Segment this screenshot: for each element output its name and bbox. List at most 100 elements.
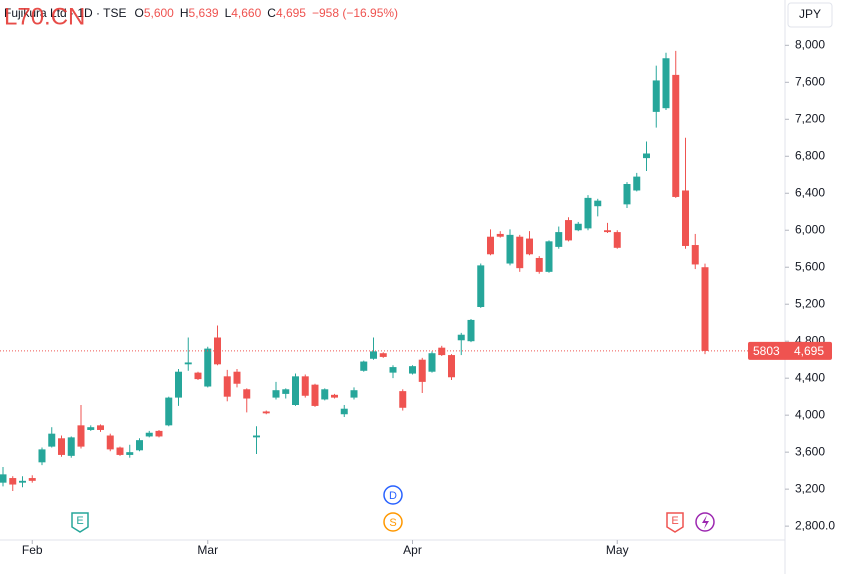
candle-body <box>321 389 329 400</box>
candle-body <box>253 435 260 438</box>
y-tick-label: 3,600 <box>795 444 825 458</box>
candle-body <box>691 245 699 265</box>
candle-body <box>87 427 95 430</box>
candle-body <box>175 371 182 398</box>
candle-body <box>214 337 221 365</box>
candle-body <box>223 376 231 397</box>
candle-body <box>526 238 533 255</box>
candle-body <box>292 376 299 405</box>
y-tick-label: 7,600 <box>795 74 825 88</box>
candle-body <box>565 220 572 241</box>
ohlc-value: 4,695 <box>276 6 306 20</box>
y-tick-label: 6,400 <box>795 185 825 199</box>
candle-body <box>194 372 202 380</box>
candle-body <box>379 353 387 357</box>
event-markers: E D S E <box>71 485 715 533</box>
y-tick-label: 4,000 <box>795 407 825 421</box>
header: Fujikura Ltd · 1D · TSE O 5,600 H 5,639 L 4,66… <box>4 3 398 30</box>
split-marker[interactable] <box>383 512 403 532</box>
candle-body <box>204 348 212 387</box>
candle-body <box>662 58 670 109</box>
candle-body <box>701 267 709 351</box>
candle-body <box>350 390 358 398</box>
x-tick-label: Mar <box>197 543 218 557</box>
y-tick-label: 8,000 <box>795 37 825 51</box>
candle-body <box>155 430 163 437</box>
candle-body <box>360 361 368 371</box>
x-tick-label: May <box>606 543 629 557</box>
candle-body <box>672 74 680 197</box>
event-label: E <box>671 515 678 527</box>
candle-body <box>48 433 56 447</box>
candle-body <box>418 359 426 382</box>
candle-body <box>340 408 348 415</box>
candle-body <box>282 389 290 394</box>
candle-body <box>623 184 631 205</box>
candle-body <box>184 362 192 365</box>
candle-body <box>584 197 592 229</box>
earnings-marker[interactable] <box>71 512 89 533</box>
currency-box[interactable] <box>787 2 833 28</box>
y-tick-label: 4,400 <box>795 370 825 384</box>
candle-body <box>262 411 270 414</box>
candle-body <box>477 265 485 307</box>
candle-body <box>9 478 17 485</box>
y-tick-label: 3,200 <box>795 481 825 495</box>
candle-body <box>574 223 582 231</box>
price-tag-left: 5803 <box>753 344 780 358</box>
ohlc-value: 5,639 <box>189 6 219 20</box>
y-tick-label: 6,800 <box>795 148 825 162</box>
ohlc-key: H <box>180 6 189 20</box>
ohlc-key: C <box>267 6 276 20</box>
event-label: D <box>389 490 397 502</box>
candle-body <box>272 390 280 398</box>
candle-body <box>311 384 319 406</box>
candle-body <box>58 438 65 455</box>
price-tag <box>748 341 832 360</box>
candle-body <box>613 232 621 248</box>
candle-body <box>106 435 114 450</box>
candle-body <box>77 425 85 447</box>
candle-body <box>555 232 563 247</box>
earnings-marker[interactable] <box>666 512 684 533</box>
candle-body <box>516 236 524 269</box>
candle-body <box>97 425 104 430</box>
lightning-icon <box>702 515 709 529</box>
candle-body <box>38 449 46 463</box>
x-tick-label: Apr <box>403 543 422 557</box>
candle-body <box>67 437 75 456</box>
candle-body <box>370 351 377 359</box>
candle-body <box>0 474 7 483</box>
candle-body <box>633 176 641 191</box>
candle-body <box>643 153 650 159</box>
event-label: E <box>76 515 83 527</box>
candle-body <box>604 230 611 233</box>
dividend-marker[interactable] <box>383 485 403 505</box>
candle-body <box>467 319 475 342</box>
y-tick-label: 2,800.0 <box>795 518 835 532</box>
candle-body <box>136 440 143 451</box>
candle-body <box>389 367 397 373</box>
currency: JPY <box>799 7 821 21</box>
candle-body <box>331 394 338 398</box>
y-tick-label: 5,200 <box>795 296 825 310</box>
candle-body <box>682 190 689 246</box>
candle-body <box>233 371 241 384</box>
candle-body <box>19 480 26 483</box>
candle-body <box>126 452 134 455</box>
candle-body <box>545 241 553 272</box>
candle-body <box>487 236 494 255</box>
candle-body <box>506 234 514 264</box>
candle-body <box>145 432 153 437</box>
candle-body <box>243 389 251 399</box>
candle-body <box>448 355 455 378</box>
candle-body <box>652 80 660 112</box>
y-tick-label: 6,000 <box>795 222 825 236</box>
ohlc-key: O <box>134 6 143 20</box>
price-tag-right: 4,695 <box>794 344 824 358</box>
candle-body <box>594 200 602 207</box>
ohlc-value: 5,600 <box>144 6 174 20</box>
candle-body <box>457 334 465 341</box>
